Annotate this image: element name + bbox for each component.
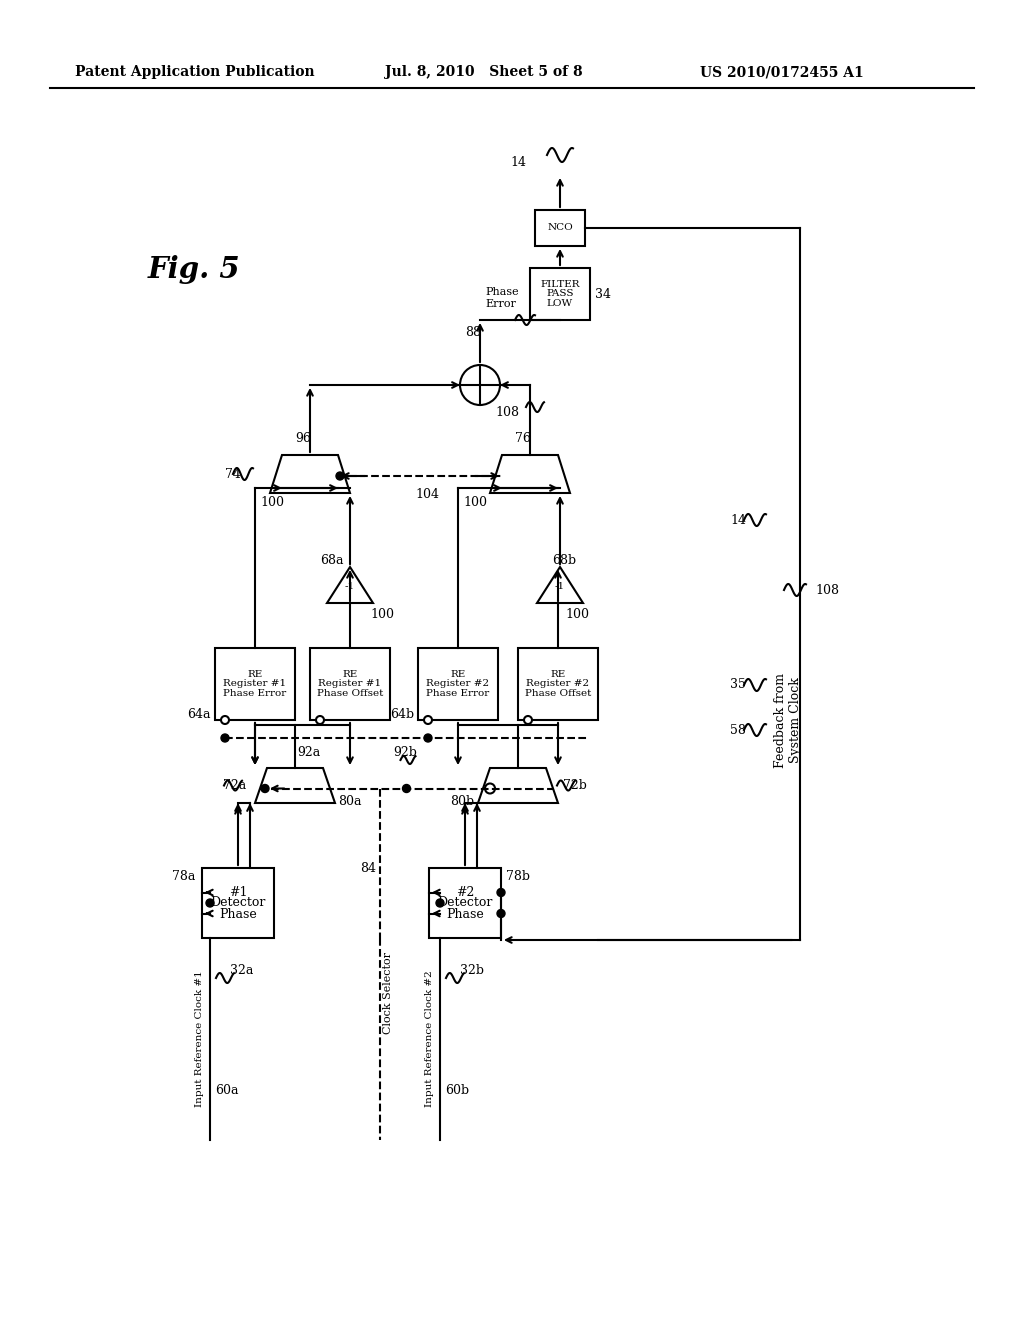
Text: PASS: PASS — [546, 289, 573, 298]
Polygon shape — [327, 568, 373, 603]
Circle shape — [524, 715, 532, 723]
Circle shape — [316, 715, 324, 723]
Text: 34: 34 — [595, 288, 611, 301]
Text: 96: 96 — [295, 433, 311, 446]
Text: 72a: 72a — [223, 779, 246, 792]
Text: Error: Error — [485, 300, 516, 309]
Text: 80a: 80a — [338, 795, 361, 808]
Text: 35: 35 — [730, 678, 745, 692]
Polygon shape — [255, 768, 335, 803]
Text: 58: 58 — [730, 723, 745, 737]
Text: LOW: LOW — [547, 300, 573, 308]
Bar — [530, 268, 590, 319]
Text: RE: RE — [248, 671, 262, 678]
Circle shape — [424, 734, 432, 742]
Text: #2: #2 — [456, 886, 474, 899]
Text: 14: 14 — [730, 513, 746, 527]
Text: 100: 100 — [370, 609, 394, 622]
Text: 104: 104 — [415, 487, 439, 500]
Text: Register #1: Register #1 — [223, 680, 287, 689]
Text: Patent Application Publication: Patent Application Publication — [75, 65, 314, 79]
Text: 68b: 68b — [552, 554, 577, 568]
Circle shape — [206, 899, 214, 907]
Text: Detector: Detector — [210, 896, 265, 909]
Polygon shape — [478, 768, 558, 803]
Text: Phase Error: Phase Error — [223, 689, 287, 698]
Text: NCO: NCO — [547, 223, 572, 232]
Text: 78b: 78b — [506, 870, 530, 883]
Text: 74: 74 — [225, 467, 241, 480]
Bar — [202, 869, 274, 939]
Text: Feedback from
System Clock: Feedback from System Clock — [774, 672, 802, 767]
Bar — [518, 648, 598, 719]
Text: Input Reference Clock #2: Input Reference Clock #2 — [426, 970, 434, 1107]
Text: 80b: 80b — [450, 795, 474, 808]
Text: 68a: 68a — [319, 554, 343, 568]
Text: 92a: 92a — [297, 746, 321, 759]
Circle shape — [336, 473, 344, 480]
Text: FILTER: FILTER — [541, 280, 580, 289]
Bar — [429, 869, 501, 939]
Text: US 2010/0172455 A1: US 2010/0172455 A1 — [700, 65, 864, 79]
Text: Input Reference Clock #1: Input Reference Clock #1 — [196, 970, 205, 1107]
Text: 100: 100 — [260, 496, 284, 510]
Text: 108: 108 — [815, 583, 839, 597]
Circle shape — [221, 734, 229, 742]
Text: 64b: 64b — [390, 709, 414, 722]
Text: 32b: 32b — [460, 964, 484, 977]
Circle shape — [460, 366, 500, 405]
Text: Phase: Phase — [485, 286, 518, 297]
Text: Phase Error: Phase Error — [426, 689, 489, 698]
Text: RE: RE — [550, 671, 565, 678]
Text: 60a: 60a — [215, 1084, 239, 1097]
Circle shape — [402, 784, 411, 792]
Text: 78a: 78a — [172, 870, 196, 883]
Text: Phase Offset: Phase Offset — [525, 689, 591, 698]
Text: Fig. 5: Fig. 5 — [148, 256, 241, 285]
Text: 108: 108 — [495, 407, 519, 420]
Text: Phase: Phase — [446, 908, 484, 920]
Bar — [535, 210, 585, 246]
Circle shape — [485, 784, 495, 793]
Text: 92b: 92b — [393, 746, 417, 759]
Text: 64a: 64a — [187, 709, 211, 722]
Text: RE: RE — [451, 671, 466, 678]
Text: 88: 88 — [465, 326, 481, 338]
Circle shape — [436, 899, 444, 907]
Circle shape — [261, 784, 269, 792]
Text: 60b: 60b — [445, 1084, 469, 1097]
Bar — [418, 648, 498, 719]
Text: Phase: Phase — [219, 908, 257, 920]
Text: Jul. 8, 2010   Sheet 5 of 8: Jul. 8, 2010 Sheet 5 of 8 — [385, 65, 583, 79]
Text: Register #1: Register #1 — [318, 680, 382, 689]
Text: 14: 14 — [510, 156, 526, 169]
Text: 76: 76 — [515, 433, 530, 446]
Text: 72b: 72b — [563, 779, 587, 792]
Circle shape — [497, 909, 505, 917]
Polygon shape — [537, 568, 583, 603]
Text: Register #2: Register #2 — [426, 680, 489, 689]
Polygon shape — [490, 455, 570, 492]
Text: Clock Selector: Clock Selector — [383, 953, 393, 1035]
Circle shape — [221, 715, 229, 723]
Circle shape — [497, 888, 505, 896]
Text: 100: 100 — [463, 496, 487, 510]
Bar — [215, 648, 295, 719]
Text: RE: RE — [342, 671, 357, 678]
Circle shape — [424, 715, 432, 723]
Text: 32a: 32a — [230, 964, 253, 977]
Text: Register #2: Register #2 — [526, 680, 590, 689]
Text: Detector: Detector — [437, 896, 493, 909]
Text: 84: 84 — [360, 862, 376, 875]
Text: -1: -1 — [555, 582, 565, 591]
Text: Phase Offset: Phase Offset — [316, 689, 383, 698]
Polygon shape — [270, 455, 350, 492]
Bar — [310, 648, 390, 719]
Text: -1: -1 — [345, 582, 355, 591]
Text: #1: #1 — [228, 886, 247, 899]
Text: 100: 100 — [565, 609, 589, 622]
